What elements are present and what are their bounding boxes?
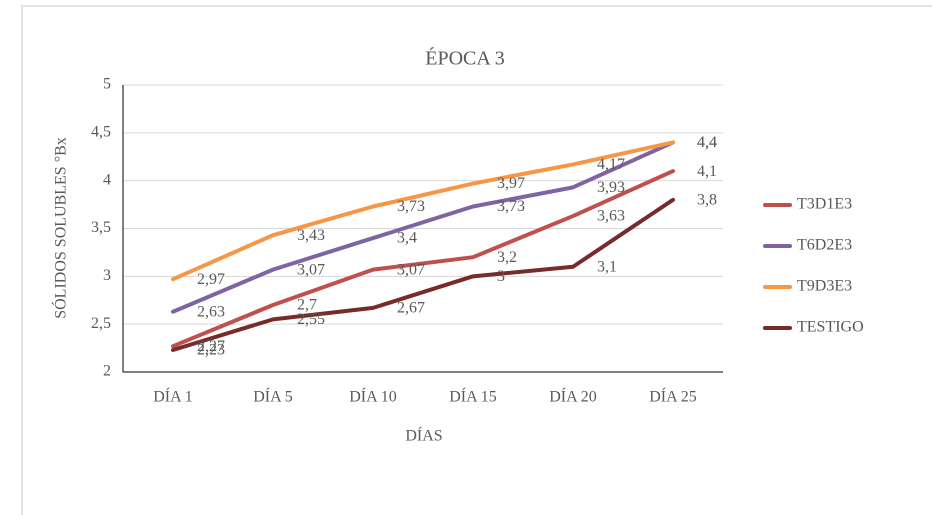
series-line [171,169,675,349]
data-label: 3,73 [497,198,525,215]
x-tick-label: DÍA 10 [349,387,397,406]
data-label: 3 [497,268,505,285]
y-tick-label: 2,5 [91,315,111,332]
x-tick-label: DÍA 20 [549,387,597,406]
data-label: 3,4 [397,230,417,247]
x-tick-label: DÍA 1 [153,387,193,406]
data-label: 2,55 [297,311,325,328]
data-label: 4,4 [697,134,717,151]
legend-label: TESTIGO [797,319,864,336]
data-label: 2,23 [197,342,225,359]
data-label: 2,7 [297,297,317,314]
series-line [171,197,675,352]
data-label: 3,07 [297,261,325,278]
legend-label: T9D3E3 [797,278,852,295]
data-label: 2,63 [197,303,225,320]
chart-frame [21,5,932,515]
data-label: 3,1 [597,258,617,275]
data-label: 3,73 [397,198,425,215]
y-tick-label: 3 [103,267,111,284]
data-label: 3,07 [397,261,425,278]
data-label: 2,27 [197,338,225,355]
data-label: 3,43 [297,227,325,244]
y-tick-label: 2 [103,363,111,380]
x-tick-label: DÍA 25 [649,387,697,406]
x-tick-label: DÍA 15 [449,387,497,406]
data-label: 3,2 [497,249,517,266]
y-tick-label: 4 [103,171,111,188]
y-axis-label: SÓLIDOS SOLUBLES °Bx [51,137,70,319]
data-label: 4,1 [697,163,717,180]
y-tick-label: 4,5 [91,124,111,141]
legend-label: T6D2E3 [797,237,852,254]
data-label: 4,4 [697,134,717,151]
x-tick-label: DÍA 5 [253,387,293,406]
data-label: 3,63 [597,208,625,225]
data-label: 3,93 [597,179,625,196]
series-line [171,140,675,282]
y-tick-label: 3,5 [91,219,111,236]
data-label: 3,8 [697,191,717,208]
legend-label: T3D1E3 [797,196,852,213]
y-tick-label: 5 [103,76,111,93]
chart-title: ÉPOCA 3 [425,47,504,70]
data-label: 3,97 [497,175,525,192]
data-label: 2,97 [197,271,225,288]
data-label: 2,67 [397,300,425,317]
series-line [171,140,675,314]
data-label: 4,17 [597,156,625,173]
x-axis-label: DÍAS [405,426,442,445]
